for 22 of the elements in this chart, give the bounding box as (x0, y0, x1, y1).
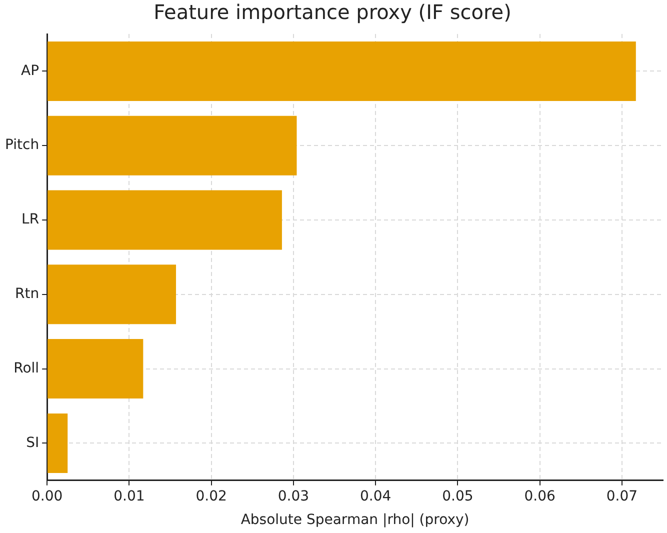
y-tick-label: SI (26, 434, 40, 451)
y-tick-label: Pitch (4, 137, 40, 154)
x-tick-label: 0.07 (606, 488, 638, 504)
bar (48, 264, 176, 324)
x-tick-label: 0.05 (442, 488, 474, 504)
x-tick-label: 0.06 (524, 488, 556, 504)
bar (48, 339, 144, 399)
bar (48, 413, 68, 473)
bar (48, 116, 297, 176)
x-tick-label: 0.04 (360, 488, 392, 504)
x-tick-label: 0.01 (114, 488, 145, 504)
x-axis-title: Absolute Spearman |rho| (proxy) (240, 512, 470, 528)
y-tick-label: Roll (14, 360, 40, 376)
x-tick-label: 0.00 (32, 488, 63, 504)
y-tick-label: LR (22, 212, 40, 228)
chart-title: Feature importance proxy (IF score) (154, 0, 512, 24)
y-tick-label: Rtn (14, 286, 40, 302)
bar (48, 190, 282, 250)
x-tick-label: 0.02 (196, 488, 227, 504)
bar (48, 41, 636, 101)
y-tick-label: AP (21, 62, 40, 79)
x-tick-label: 0.03 (278, 488, 310, 504)
